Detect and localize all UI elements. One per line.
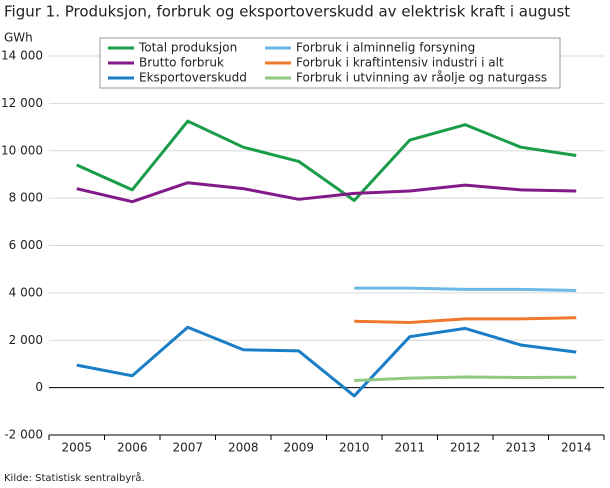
series-line — [76, 325, 577, 398]
series-line — [354, 375, 577, 383]
source: Kilde: Statistisk sentralbyrå. — [4, 471, 145, 484]
y-tick-label: 12 000 — [1, 96, 43, 110]
y-tick-label: 8 000 — [9, 191, 43, 205]
legend-label: Forbruk i kraftintensiv industri i alt — [296, 56, 504, 70]
y-tick-label: 6 000 — [9, 238, 43, 252]
x-tick-label: 2008 — [228, 441, 259, 455]
series-line — [76, 181, 577, 204]
x-tick-label: 2012 — [450, 441, 481, 455]
x-tick-label: 2005 — [61, 441, 92, 455]
chart-title: Figur 1. Produksjon, forbruk og eksporto… — [4, 3, 570, 21]
legend-label: Forbruk i alminnelig forsyning — [296, 41, 475, 55]
x-tick-label: 2014 — [561, 441, 592, 455]
series-line — [76, 119, 577, 202]
x-tick-label: 2011 — [394, 441, 425, 455]
y-axis-unit: GWh — [4, 31, 33, 45]
y-tick-label: 0 — [35, 380, 43, 394]
legend-label: Forbruk i utvinning av råolje og naturga… — [296, 71, 547, 85]
x-tick-label: 2006 — [117, 441, 148, 455]
legend-label: Brutto forbruk — [139, 56, 224, 70]
legend-label: Eksportoverskudd — [139, 71, 247, 85]
legend-label: Total produksjon — [138, 41, 237, 55]
x-tick-label: 2010 — [339, 441, 370, 455]
legend-box — [99, 37, 561, 89]
x-tick-label: 2007 — [172, 441, 203, 455]
y-tick-label: 10 000 — [1, 143, 43, 157]
y-tick-label: 14 000 — [1, 49, 43, 63]
y-tick-label: 2 000 — [9, 333, 43, 347]
x-tick-label: 2009 — [283, 441, 314, 455]
x-tick-label: 2013 — [505, 441, 536, 455]
series-line — [354, 286, 577, 293]
series-line — [354, 316, 577, 324]
y-tick-label: 4 000 — [9, 285, 43, 299]
y-tick-label: -2 000 — [4, 428, 43, 442]
